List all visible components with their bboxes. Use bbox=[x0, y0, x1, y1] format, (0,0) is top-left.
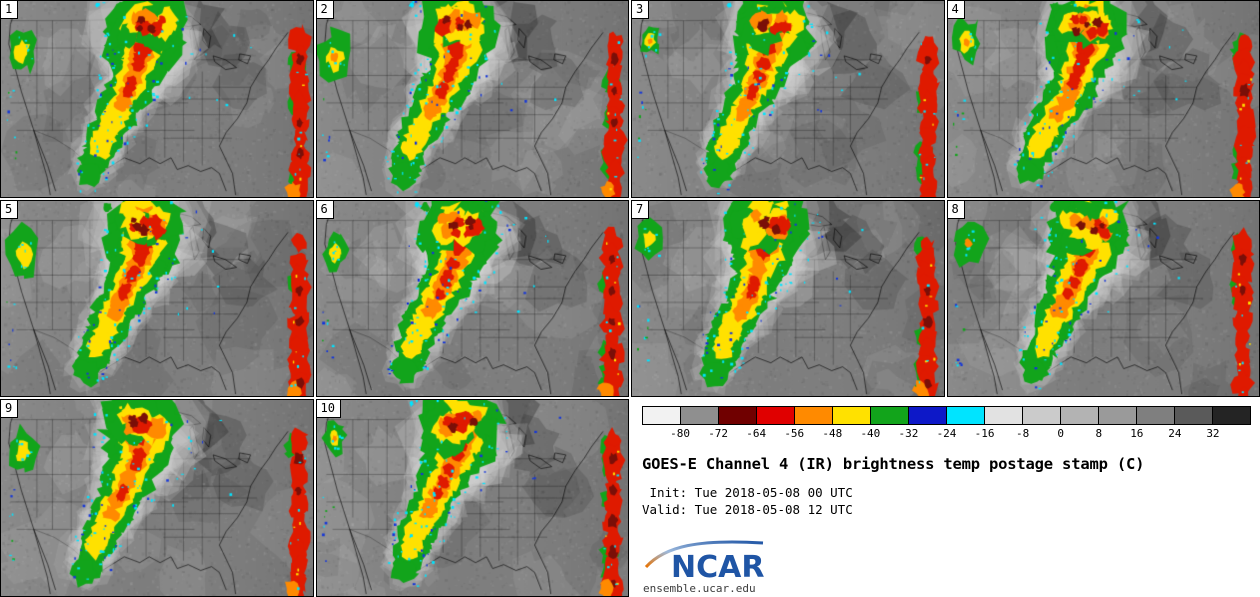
colorbar-segment bbox=[1212, 407, 1250, 425]
ir-map-canvas bbox=[1, 200, 313, 397]
colorbar-segment bbox=[832, 407, 870, 425]
colorbar-segment bbox=[1174, 407, 1212, 425]
colorbar-tick-label: -40 bbox=[860, 427, 881, 441]
member-label: 3 bbox=[632, 1, 650, 19]
ir-map-canvas bbox=[632, 200, 944, 397]
colorbar-segment bbox=[1022, 407, 1060, 425]
colorbar-segment bbox=[870, 407, 908, 425]
ncar-logo-text: NCAR bbox=[671, 550, 764, 581]
time-block: Init: Tue 2018-05-08 00 UTC Valid: Tue 2… bbox=[642, 484, 1251, 518]
ncar-logo: NCAR ensemble.ucar.edu bbox=[643, 537, 813, 595]
colorbar-tick-label: -64 bbox=[746, 427, 767, 441]
member-label: 7 bbox=[632, 200, 650, 219]
ir-map-canvas bbox=[316, 400, 628, 596]
colorbar-tick-label: -48 bbox=[822, 427, 843, 441]
member-label: 5 bbox=[1, 200, 19, 219]
member-panel-2: 2 bbox=[315, 0, 629, 198]
colorbar-tick-label: 0 bbox=[1057, 427, 1064, 441]
valid-time: Valid: Tue 2018-05-08 12 UTC bbox=[642, 502, 853, 518]
ir-map-canvas bbox=[947, 200, 1259, 397]
colorbar-tick-label: -32 bbox=[898, 427, 919, 441]
member-label: 4 bbox=[947, 1, 965, 19]
member-panel-10: 10 bbox=[315, 399, 629, 597]
ir-map-canvas bbox=[316, 200, 628, 397]
ir-map-canvas bbox=[632, 1, 944, 197]
legend-area: -80 -72 -64 -56 -48 -40 -32 -24 -16 -8 0 8 16 24 32 GO… bbox=[631, 399, 1260, 597]
colorbar-segment bbox=[908, 407, 946, 425]
colorbar-tick-label: -80 bbox=[670, 427, 690, 441]
member-panel-9: 9 bbox=[0, 399, 314, 597]
member-panel-6: 6 bbox=[315, 199, 629, 398]
member-label: 9 bbox=[1, 400, 19, 419]
member-label: 10 bbox=[316, 400, 341, 419]
site-url: ensemble.ucar.edu bbox=[643, 582, 756, 595]
colorbar-segment bbox=[718, 407, 756, 425]
colorbar-segment bbox=[1060, 407, 1098, 425]
member-panel-7: 7 bbox=[631, 199, 945, 398]
member-panel-4: 4 bbox=[946, 0, 1260, 198]
member-panel-5: 5 bbox=[0, 199, 314, 398]
colorbar-segment bbox=[1098, 407, 1136, 425]
colorbar-tick-label: -16 bbox=[974, 427, 995, 441]
ncar-swoosh-icon bbox=[644, 540, 764, 569]
colorbar-tick-labels: -80 -72 -64 -56 -48 -40 -32 -24 -16 -8 0 8 16 24 32 bbox=[642, 427, 1251, 443]
member-panel-3: 3 bbox=[631, 0, 945, 198]
colorbar-tick-label: -24 bbox=[936, 427, 957, 441]
colorbar-segment bbox=[946, 407, 984, 425]
colorbar-segment bbox=[680, 407, 718, 425]
product-title: GOES-E Channel 4 (IR) brightness temp po… bbox=[642, 455, 1145, 474]
colorbar-tick-label: 16 bbox=[1130, 427, 1144, 441]
ncar-logo-graphic: NCAR bbox=[644, 540, 764, 581]
colorbar-segment bbox=[643, 407, 680, 425]
colorbar-segment bbox=[794, 407, 832, 425]
member-label: 8 bbox=[947, 200, 965, 219]
ir-map-canvas bbox=[1, 400, 313, 596]
colorbar-tick-label: 32 bbox=[1206, 427, 1220, 441]
colorbar-tick-label: 24 bbox=[1168, 427, 1182, 441]
colorbar-tick-label: -56 bbox=[784, 427, 805, 441]
member-panel-8: 8 bbox=[946, 199, 1260, 398]
colorbar-tick-label: -8 bbox=[1016, 427, 1030, 441]
member-label: 6 bbox=[316, 200, 334, 219]
colorbar-tick-label: 8 bbox=[1095, 427, 1103, 441]
colorbar-segment bbox=[984, 407, 1022, 425]
member-panel-1: 1 bbox=[0, 0, 314, 198]
ir-map-canvas bbox=[1, 1, 313, 197]
member-label: 1 bbox=[1, 1, 19, 19]
colorbar-segment bbox=[756, 407, 794, 425]
init-time: Init: Tue 2018-05-08 00 UTC bbox=[642, 485, 853, 501]
ir-map-canvas bbox=[947, 1, 1259, 197]
colorbar-tick-label: -72 bbox=[708, 427, 729, 441]
ir-map-canvas bbox=[316, 1, 628, 197]
member-label: 2 bbox=[316, 1, 334, 19]
colorbar bbox=[642, 406, 1251, 426]
colorbar-segment bbox=[1136, 407, 1174, 425]
